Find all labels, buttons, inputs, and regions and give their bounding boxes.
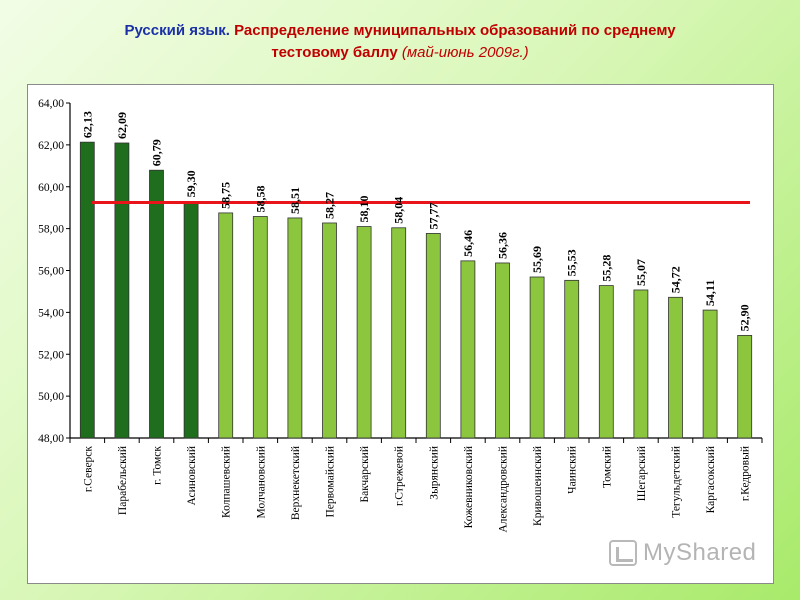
x-tick-label: Зырянский <box>428 446 440 500</box>
myshared-logo-icon <box>609 540 637 566</box>
x-tick-label: Бакчарский <box>359 446 371 502</box>
y-tick-label: 64,00 <box>38 98 64 110</box>
title-period: (май-июнь 2009г.) <box>401 44 529 61</box>
bar <box>564 279 580 439</box>
title-main-line2: тестовому баллу <box>271 44 398 61</box>
watermark: MyShared <box>609 537 769 571</box>
y-tick-label: 52,00 <box>38 349 64 361</box>
y-tick-label: 62,00 <box>38 140 64 152</box>
x-tick-label: Кривошеинский <box>532 446 544 526</box>
x-tick-label: Александровский <box>498 446 510 533</box>
data-label: 52,90 <box>738 304 752 331</box>
x-tick-label: г.Стрежевой <box>394 446 406 506</box>
data-label: 54,72 <box>669 266 683 293</box>
bar <box>114 142 130 439</box>
x-tick-label: Верхнекетский <box>290 446 302 520</box>
bar <box>668 296 683 439</box>
bar <box>425 233 441 439</box>
data-label: 58,10 <box>357 196 371 223</box>
data-label: 56,36 <box>496 232 510 259</box>
chart-title: Русский язык. Распределение муниципальны… <box>0 20 800 64</box>
x-tick-label: г.Кедровый <box>740 446 752 501</box>
bar <box>495 262 510 439</box>
title-subject: Русский язык. <box>124 22 230 39</box>
bar <box>529 276 545 439</box>
bar <box>79 141 95 439</box>
bar <box>356 226 372 439</box>
data-label: 55,07 <box>634 259 648 286</box>
bar <box>737 335 753 439</box>
bar <box>183 201 199 439</box>
bar-chart: 48,00 50,00 52,00 54,00 56,00 58,00 60,00 62,00… <box>38 98 763 533</box>
bar <box>633 289 649 439</box>
data-label: 58,51 <box>288 187 302 214</box>
bar <box>460 260 476 439</box>
y-tick-label: 50,00 <box>38 391 64 403</box>
x-tick-label: Чаинский <box>567 446 579 494</box>
y-tick-label: 56,00 <box>38 266 64 278</box>
chart-area: 48,00 50,00 52,00 54,00 56,00 58,00 60,00 62,00… <box>27 84 774 584</box>
bar <box>287 217 303 439</box>
y-tick-label: 54,00 <box>38 307 64 319</box>
y-tick-label: 58,00 <box>38 224 64 236</box>
data-label: 62,09 <box>115 112 129 139</box>
x-tick-label: Кожевниковский <box>463 446 475 528</box>
bar <box>391 227 407 439</box>
data-label: 56,46 <box>461 230 475 257</box>
data-label: 54,11 <box>703 280 717 306</box>
y-tick-label: 48,00 <box>38 433 64 445</box>
y-tick-label: 60,00 <box>38 182 64 194</box>
data-label: 58,27 <box>323 192 337 219</box>
data-label: 62,13 <box>80 111 94 138</box>
x-tick-label: Первомайский <box>325 446 337 518</box>
bar <box>702 309 718 439</box>
x-tick-label: Асиновский <box>186 446 198 506</box>
data-label: 60,79 <box>150 139 164 166</box>
data-label: 58,58 <box>253 185 267 212</box>
data-label: 59,30 <box>184 170 198 197</box>
x-tick-label: г. Томск <box>152 446 164 485</box>
x-tick-label: Каргасокский <box>705 446 717 513</box>
x-tick-label: Тегульдетский <box>671 446 683 518</box>
data-label: 58,75 <box>219 182 233 209</box>
x-tick-label: Колпашевский <box>221 446 233 518</box>
bar <box>322 222 337 439</box>
bar <box>149 169 164 439</box>
data-label: 55,53 <box>565 249 579 276</box>
bar <box>218 212 234 439</box>
bar <box>252 216 268 439</box>
data-label: 55,28 <box>599 255 613 282</box>
data-label: 55,69 <box>530 246 544 273</box>
data-label: 57,77 <box>426 202 440 229</box>
data-label: 58,04 <box>392 197 406 224</box>
watermark-text: MyShared <box>643 539 757 566</box>
x-tick-label: Парабельский <box>117 446 129 515</box>
title-main-line1: Распределение муниципальных образований … <box>234 22 676 39</box>
x-tick-label: Томский <box>601 446 613 488</box>
x-tick-label: Шегарский <box>636 446 648 501</box>
x-tick-label: Молчановский <box>255 446 267 518</box>
x-tick-label: г.Северск <box>82 446 94 493</box>
bar <box>598 285 614 439</box>
